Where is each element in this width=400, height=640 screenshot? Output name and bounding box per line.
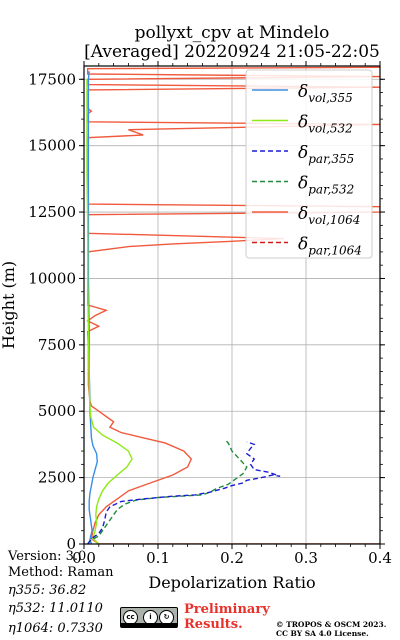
y-tick-label: 12500 [28,203,76,221]
eta355-text: 𝜂355: 36.82 [8,583,87,598]
y-tick-label: 15000 [28,137,76,155]
chart-subtitle: [Averaged] 20220924 21:05-22:05 [84,42,380,62]
x-tick-label: 0.4 [368,549,392,567]
legend: δvol,355 δvol,532 δpar,355 δpar,532 δvol,106… [245,69,373,259]
eta532-text: 𝜂532: 11.0110 [8,601,103,616]
series-line-vol-532 [86,79,133,544]
y-tick-label: 5000 [38,402,76,420]
legend-label-vol-532: δvol,532 [298,113,353,136]
chart-title: pollyxt_cpv at Mindelo [135,23,330,43]
preliminary-line-2: Results. [184,617,243,632]
y-tick-label: 10000 [28,269,76,287]
series-line-par-532 [87,438,248,544]
series-line-vol-1064 [86,66,380,544]
legend-label-vol-1064: δvol,1064 [298,204,360,227]
axis-ticks: 0.0 0.1 0.2 0.3 0.4 0 2500 5000 7500 10000 12500 15… [28,61,392,567]
cc-license-badge: cc i ↻ [120,607,178,628]
legend-label-par-355: δpar,355 [298,143,354,166]
copyright-text: © TROPOS & OSCM 2023. CC BY SA 4.0 Licen… [276,620,386,638]
y-tick-label: 0 [66,535,76,553]
data-series [86,66,380,544]
y-tick-label: 7500 [38,336,76,354]
x-tick-label: 0.2 [220,549,244,567]
x-axis-label: Depolarization Ratio [148,573,315,592]
x-tick-label: 0.1 [146,549,170,567]
preliminary-results-text: Preliminary Results. [184,602,270,632]
legend-label-vol-355: δvol,355 [298,82,353,105]
copyright-line-1: © TROPOS & OSCM 2023. [276,620,387,629]
y-tick-label: 2500 [38,469,76,487]
y-axis-label: Height (m) [0,261,18,349]
legend-label-par-532: δpar,532 [298,174,354,197]
method-text: Method: Raman [8,565,114,580]
eta1064-text: 𝜂1064: 0.7330 [8,621,103,636]
y-tick-label: 17500 [28,70,76,88]
series-line-par-355 [87,441,281,544]
legend-label-par-1064: δpar,1064 [298,235,362,258]
version-text: Version: 3.0 [8,549,87,564]
legend-box [245,69,373,259]
by-person-icon: i [143,610,158,625]
preliminary-line-1: Preliminary [184,602,270,617]
x-tick-label: 0.3 [294,549,318,567]
copyright-line-2: CC BY SA 4.0 License. [276,629,369,638]
series-line-vol-355 [87,71,99,544]
x-tick-label: 0.0 [72,549,96,567]
